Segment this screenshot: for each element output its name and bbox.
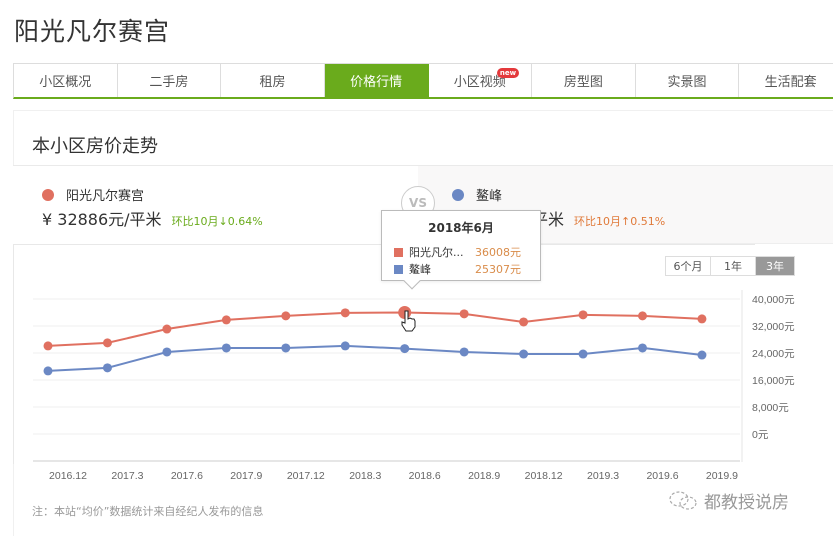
x-tick-label: 2018.6 (409, 470, 441, 482)
tab-bar: 小区概况 二手房 租房 价格行情 小区视频 new 房型图 实景图 生活配套 (13, 63, 833, 99)
tab-price-trend[interactable]: 价格行情 (324, 64, 429, 97)
tab-amenities[interactable]: 生活配套 (739, 64, 833, 97)
tab-floor-plan[interactable]: 房型图 (532, 64, 636, 97)
cursor-hand-icon (401, 310, 416, 332)
data-source-note: 注：本站“均价”数据统计来自经纪人发布的信息 (32, 505, 264, 518)
x-tick-label: 2017.3 (111, 470, 143, 482)
tab-label: 价格行情 (350, 75, 403, 90)
data-point[interactable] (281, 311, 291, 321)
compare-left (13, 166, 418, 244)
swatch-icon (394, 247, 403, 257)
data-point[interactable] (162, 324, 172, 334)
range-selector: 6个月 1年 3年 (665, 256, 795, 276)
series-dot-icon (42, 188, 54, 201)
y-axis-labels: 40,000元 32,000元 24,000元 16,000元 8,000元 0元 (752, 294, 795, 441)
x-axis-labels: 2016.12 2017.3 2017.6 2017.9 2017.12 2018.3 20… (49, 470, 738, 482)
data-point[interactable] (459, 347, 469, 357)
tooltip-row: 阳光凡尔... 36008元 (394, 244, 521, 260)
x-tick-label: 2017.12 (287, 470, 325, 482)
data-point[interactable] (281, 343, 291, 353)
x-tick-label: 2017.6 (171, 470, 203, 482)
tab-label: 小区概况 (39, 75, 92, 90)
y-tick-label: 16,000元 (752, 375, 795, 387)
y-tick-label: 0元 (752, 429, 769, 441)
tooltip-series-name: 鳌峰 (409, 263, 431, 276)
legend-left: 阳光凡尔赛宫 (42, 185, 144, 204)
x-tick-label: 2019.9 (706, 470, 738, 482)
data-point[interactable] (43, 341, 53, 351)
data-point[interactable] (340, 341, 350, 351)
tab-overview[interactable]: 小区概况 (14, 64, 118, 97)
data-point[interactable] (638, 343, 647, 353)
x-tick-label: 2018.12 (525, 470, 563, 482)
x-tick-label: 2016.12 (49, 470, 87, 482)
y-tick-label: 40,000元 (752, 294, 795, 306)
price-left: ¥ 32886元/平米 环比10月↓0.64% (42, 206, 263, 230)
data-point[interactable] (102, 338, 112, 348)
series-line[interactable] (43, 341, 707, 376)
tab-label: 房型图 (563, 75, 603, 90)
tab-label: 实景图 (667, 75, 707, 90)
tab-photos[interactable]: 实景图 (635, 64, 740, 97)
legend-right-name: 鳌峰 (476, 189, 503, 204)
chart-tooltip: 2018年6月 阳光凡尔... 36008元 鳌峰 25307元 (381, 210, 541, 290)
tab-video[interactable]: 小区视频 new (428, 64, 533, 97)
tab-rent[interactable]: 租房 (221, 64, 325, 97)
data-point[interactable] (697, 350, 707, 360)
grid-lines (33, 298, 740, 462)
divider (13, 165, 833, 166)
tooltip-title: 2018年6月 (428, 221, 494, 235)
section-title: 本小区房价走势 (32, 136, 158, 157)
page-title: 阳光凡尔赛宫 (14, 17, 171, 46)
tooltip-series-value: 36008元 (475, 246, 521, 259)
data-point[interactable] (697, 314, 707, 324)
data-point[interactable] (43, 366, 53, 376)
tooltip-series-name: 阳光凡尔... (409, 246, 464, 259)
tab-label: 小区视频 (453, 75, 506, 90)
tab-label: 生活配套 (764, 75, 817, 90)
data-point[interactable] (519, 349, 529, 359)
x-tick-label: 2018.9 (468, 470, 500, 482)
x-tick-label: 2017.9 (230, 470, 262, 482)
watermark: 都教授说房 (668, 488, 789, 513)
data-point[interactable] (221, 315, 231, 325)
data-point[interactable] (519, 317, 529, 327)
x-tick-label: 2018.3 (349, 470, 381, 482)
swatch-icon (394, 264, 403, 274)
data-point[interactable] (340, 308, 350, 318)
tooltip-row: 鳌峰 25307元 (394, 261, 521, 277)
series-dot-icon (452, 188, 464, 201)
legend-right: 鳌峰 (452, 185, 502, 204)
data-point[interactable] (102, 363, 112, 373)
data-point[interactable] (578, 349, 588, 359)
new-badge: new (496, 68, 520, 78)
range-6-months-button[interactable]: 6个月 (666, 257, 711, 275)
data-point[interactable] (638, 311, 647, 321)
watermark-text: 都教授说房 (704, 493, 789, 513)
series-line[interactable] (43, 305, 707, 351)
wechat-icon (669, 490, 697, 510)
price-left-value: ¥ 32886元/平米 (42, 210, 162, 229)
data-point[interactable] (162, 347, 172, 357)
tab-label: 二手房 (149, 75, 189, 90)
tab-label: 租房 (259, 75, 286, 90)
x-tick-label: 2019.3 (587, 470, 619, 482)
tab-second-hand[interactable]: 二手房 (117, 64, 222, 97)
data-point[interactable] (221, 343, 231, 353)
range-3-years-button[interactable]: 3年 (756, 257, 794, 275)
x-tick-label: 2019.6 (646, 470, 678, 482)
data-point[interactable] (459, 309, 469, 319)
price-right-change: 环比10月↑0.51% (574, 215, 666, 228)
data-point[interactable] (400, 344, 410, 354)
y-tick-label: 24,000元 (752, 348, 795, 360)
legend-left-name: 阳光凡尔赛宫 (66, 189, 145, 204)
range-1-year-button[interactable]: 1年 (711, 257, 756, 275)
y-tick-label: 8,000元 (752, 402, 789, 414)
price-left-change: 环比10月↓0.64% (171, 215, 263, 228)
data-point[interactable] (578, 310, 588, 320)
tooltip-series-value: 25307元 (475, 263, 521, 276)
y-tick-label: 32,000元 (752, 321, 795, 333)
